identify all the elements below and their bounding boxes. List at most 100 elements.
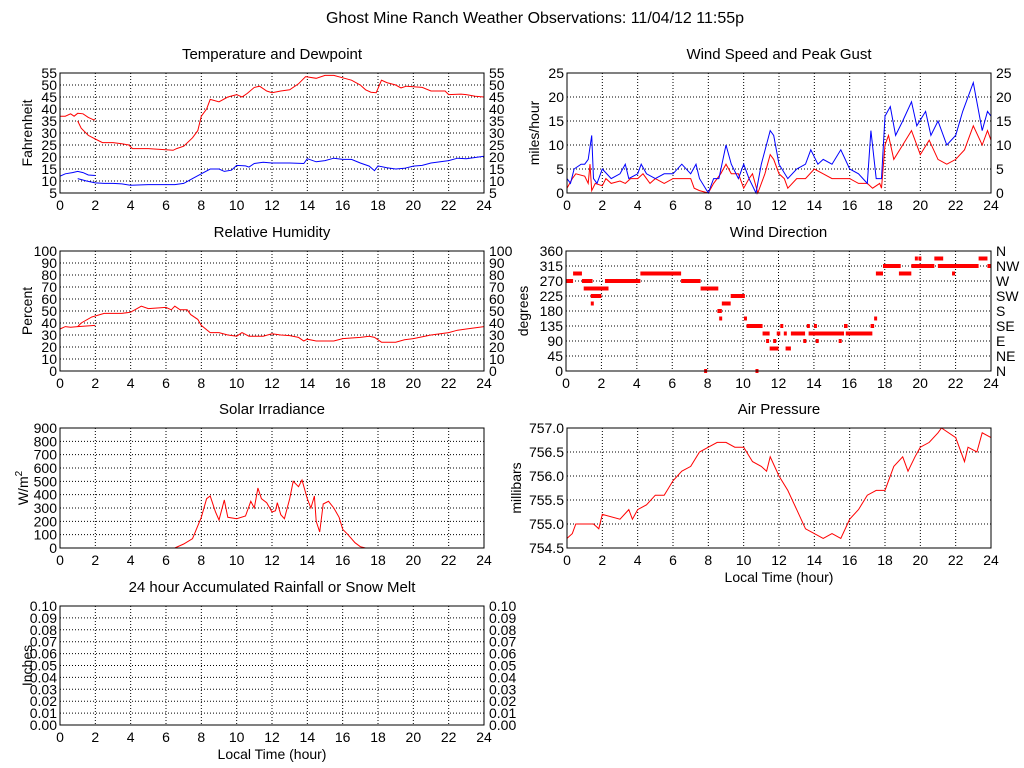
x-tick-label: 10 [229,552,245,568]
direction-point [845,331,873,336]
right-y-tick-label: NW [996,258,1020,274]
right-y-tick-label: 0.00 [489,717,516,733]
x-tick-label: 14 [806,375,822,391]
y-tick-label: 756.5 [529,444,564,460]
chart-title: 24 hour Accumulated Rainfall or Snow Mel… [129,579,417,596]
x-tick-label: 20 [406,197,422,213]
x-tick-label: 10 [736,552,752,568]
y-tick-label: 90 [41,255,57,271]
x-tick-label: 18 [877,197,893,213]
y-axis-label: degrees [515,286,531,337]
y-tick-label: 20 [548,89,564,105]
x-tick-label: 20 [406,552,422,568]
right-y-tick-label: 25 [489,137,505,153]
direction-point [898,271,902,276]
series-line-0 [566,124,992,195]
y-axis-label-superscript: 2 [14,470,25,476]
direction-point [566,279,574,283]
y-tick-label: 754.5 [529,540,564,556]
direction-point [583,286,609,291]
x-tick-label: 4 [127,197,135,213]
series-line-0 [60,478,484,549]
x-tick-label: 12 [264,197,280,213]
chart-title: Temperature and Dewpoint [182,46,363,63]
x-tick-label: 24 [476,552,492,568]
y-tick-label: 757.0 [529,420,564,436]
y-tick-label: 15 [41,161,57,177]
x-tick-label: 14 [300,197,316,213]
x-tick-label: 18 [370,729,386,745]
y-tick-label: 755.0 [529,516,564,532]
direction-point [813,324,817,328]
right-y-tick-label: 0.02 [489,693,516,709]
y-tick-label: 45 [41,89,57,105]
chart-title: Relative Humidity [214,224,331,241]
right-y-tick-label: 40 [489,315,505,331]
y-tick-label: 70 [41,279,57,295]
y-tick-label: 900 [34,420,58,436]
direction-point [766,339,770,343]
right-y-tick-label: 55 [489,65,505,81]
y-axis-label-text: degrees [515,286,531,337]
y-tick-label: 20 [41,339,57,355]
y-tick-label: 5 [49,185,57,201]
right-y-tick-label: 20 [489,149,505,165]
y-tick-label: 15 [548,113,564,129]
x-tick-label: 14 [300,552,316,568]
x-tick-label: 2 [91,375,99,391]
x-tick-label: 0 [563,552,571,568]
direction-point [937,264,979,268]
y-tick-label: 25 [41,137,57,153]
x-tick-label: 6 [162,552,170,568]
y-axis-label-text: miles/hour [526,100,542,165]
right-y-tick-label: SW [996,288,1019,304]
x-tick-label: 24 [983,375,999,391]
chart-title: Air Pressure [738,401,821,418]
y-tick-label: 400 [34,487,58,503]
y-tick-label: 0.02 [30,693,57,709]
x-tick-label: 22 [948,552,964,568]
series-line-1 [77,155,485,186]
x-axis-label: Local Time (hour) [218,746,327,762]
y-axis-label: Percent [19,287,35,335]
right-y-tick-label: SE [996,318,1015,334]
y-tick-label: 0 [555,363,563,379]
direction-point [590,294,602,298]
right-y-tick-label: 15 [996,113,1012,129]
right-y-tick-label: 10 [996,137,1012,153]
y-tick-label: 100 [34,243,58,259]
right-y-tick-label: 30 [489,327,505,343]
direction-point [806,324,810,328]
x-tick-label: 22 [948,197,964,213]
x-tick-label: 24 [983,197,999,213]
x-tick-label: 18 [370,197,386,213]
x-tick-label: 24 [476,729,492,745]
y-axis-label-text: Fahrenheit [19,99,35,166]
chart-title: Wind Speed and Peak Gust [686,46,872,63]
right-y-tick-label: 0.04 [489,669,516,685]
right-y-tick-label: 45 [489,89,505,105]
right-y-tick-label: 0.03 [489,681,516,697]
x-tick-label: 6 [668,375,676,391]
x-tick-label: 14 [300,729,316,745]
plot-frame [59,605,485,726]
x-tick-label: 4 [634,552,642,568]
y-axis-label-text: Inches [19,645,35,686]
x-tick-label: 8 [704,552,712,568]
y-tick-label: 55 [41,65,57,81]
y-tick-label: 200 [34,513,58,529]
x-tick-label: 24 [983,552,999,568]
plot-frame [59,427,485,549]
direction-point [700,286,719,291]
x-tick-label: 22 [441,729,457,745]
direction-point [844,324,848,328]
y-tick-label: 0.08 [30,622,57,638]
direction-point [721,301,731,306]
direction-point [640,271,682,276]
y-tick-label: 700 [34,447,58,463]
y-tick-label: 25 [548,65,564,81]
direction-point [785,346,791,351]
y-axis-label: Inches [19,645,35,686]
